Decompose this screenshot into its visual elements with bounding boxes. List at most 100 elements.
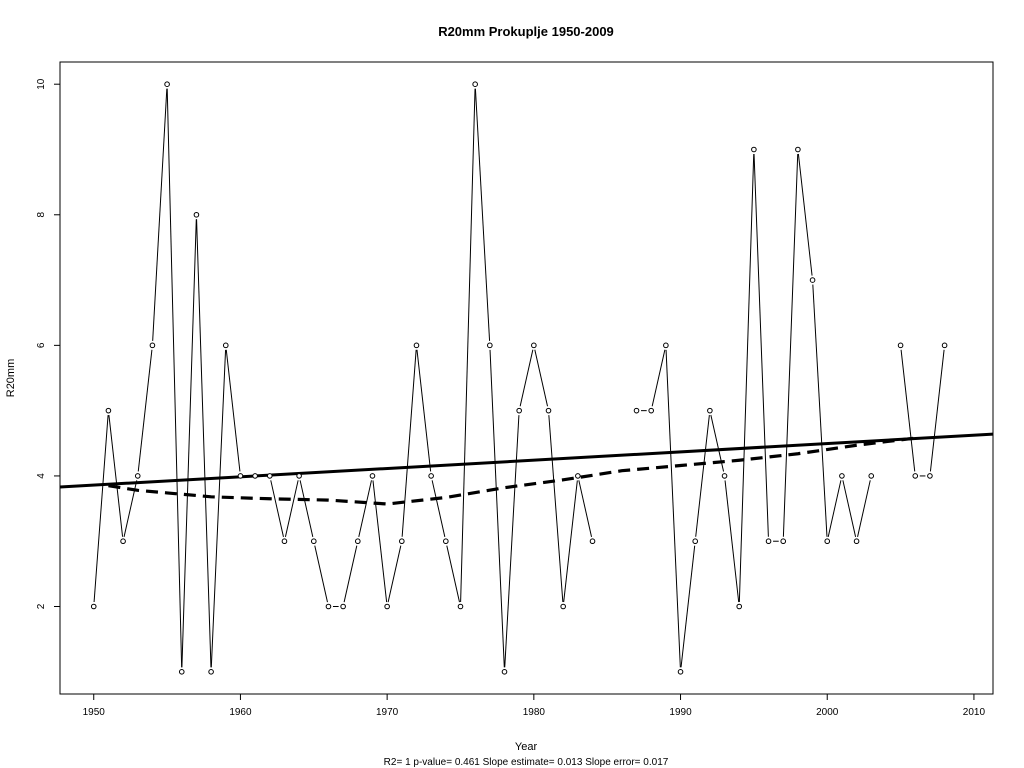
data-point <box>765 538 772 545</box>
series-segment <box>812 284 828 537</box>
series-segment <box>724 480 740 603</box>
series-segment <box>548 415 564 603</box>
series-segment <box>387 545 402 603</box>
data-point <box>369 473 376 479</box>
data-point <box>310 538 317 545</box>
data-point <box>90 603 97 610</box>
data-point <box>780 538 787 545</box>
series-segment <box>474 88 491 341</box>
data-point <box>751 146 757 153</box>
data-point <box>692 538 699 545</box>
series-segment <box>343 545 358 603</box>
y-tick-label: 8 <box>36 212 47 218</box>
series-segment <box>665 349 681 668</box>
series-segment <box>519 349 534 407</box>
data-point <box>897 342 904 349</box>
data-point <box>809 277 816 283</box>
data-point <box>457 603 464 610</box>
data-point <box>252 473 258 479</box>
series-segment <box>578 480 593 537</box>
series-segment <box>108 415 124 537</box>
data-point <box>222 342 229 349</box>
linear-trend-line <box>59 432 994 489</box>
series-observed <box>90 81 948 675</box>
data-point <box>105 407 112 414</box>
series-segment <box>504 415 520 668</box>
series-segment <box>680 545 696 668</box>
series-segment <box>299 480 314 537</box>
data-point <box>633 407 640 414</box>
series-segment <box>93 415 109 603</box>
series-segment <box>358 480 372 537</box>
data-point <box>413 342 420 349</box>
data-point <box>736 603 743 610</box>
data-point <box>707 407 713 414</box>
data-point <box>428 473 434 479</box>
x-tick-label: 2000 <box>816 707 839 718</box>
data-point <box>472 81 478 87</box>
series-segment <box>123 480 138 537</box>
data-point <box>927 473 933 479</box>
data-point <box>443 538 449 545</box>
series-segment <box>797 153 813 276</box>
y-tick-label: 10 <box>36 78 47 90</box>
series-segment <box>314 545 328 603</box>
data-point <box>824 538 831 545</box>
series-segment <box>181 219 197 668</box>
series-segment <box>857 480 871 537</box>
series-segment <box>401 349 417 537</box>
y-axis: 2 4 6 8 10 <box>36 78 60 609</box>
smoothed-trend-line <box>108 436 916 506</box>
series-segment <box>416 349 432 472</box>
series-segment <box>196 219 212 668</box>
data-point <box>281 538 288 545</box>
data-point <box>149 342 156 349</box>
data-point <box>868 473 875 479</box>
data-point <box>340 603 346 610</box>
data-point <box>648 407 654 414</box>
data-point <box>354 538 361 545</box>
series-segment <box>166 88 183 668</box>
x-tick-label: 1970 <box>376 707 399 718</box>
series-segment <box>284 480 299 537</box>
x-tick-label: 1950 <box>83 707 106 718</box>
data-point <box>266 473 273 479</box>
data-point <box>721 473 728 479</box>
series-segment <box>782 153 799 537</box>
series-segment <box>929 349 945 472</box>
series-segment <box>753 153 769 537</box>
data-point <box>384 603 390 610</box>
series-segment <box>225 349 241 472</box>
data-point <box>134 473 141 479</box>
series-segment <box>431 480 446 537</box>
data-point <box>545 407 552 414</box>
data-point <box>178 669 185 675</box>
data-point <box>795 146 801 153</box>
x-tick-label: 2010 <box>963 707 986 718</box>
series-segment <box>827 480 842 537</box>
data-point <box>164 81 170 87</box>
data-point <box>589 538 596 545</box>
data-point <box>531 342 537 349</box>
stats-footnote: R2= 1 p-value= 0.461 Slope estimate= 0.0… <box>384 757 669 768</box>
data-point <box>237 473 244 479</box>
series-segment <box>270 480 284 537</box>
data-point <box>501 669 508 675</box>
y-tick-label: 6 <box>36 342 47 348</box>
data-point <box>193 211 200 218</box>
x-tick-label: 1980 <box>523 707 546 718</box>
series-segment <box>534 349 549 407</box>
x-axis: 1950 1960 1970 1980 1990 2000 2010 <box>83 694 986 718</box>
series-segment <box>738 153 755 603</box>
data-point <box>941 342 948 349</box>
series-segment <box>900 349 916 472</box>
data-point <box>325 603 332 610</box>
series-segment <box>372 480 388 603</box>
data-point <box>677 669 684 675</box>
x-axis-label: Year <box>515 741 538 753</box>
series-segment <box>651 349 666 407</box>
series-segment <box>710 414 725 472</box>
y-tick-label: 4 <box>36 473 47 479</box>
